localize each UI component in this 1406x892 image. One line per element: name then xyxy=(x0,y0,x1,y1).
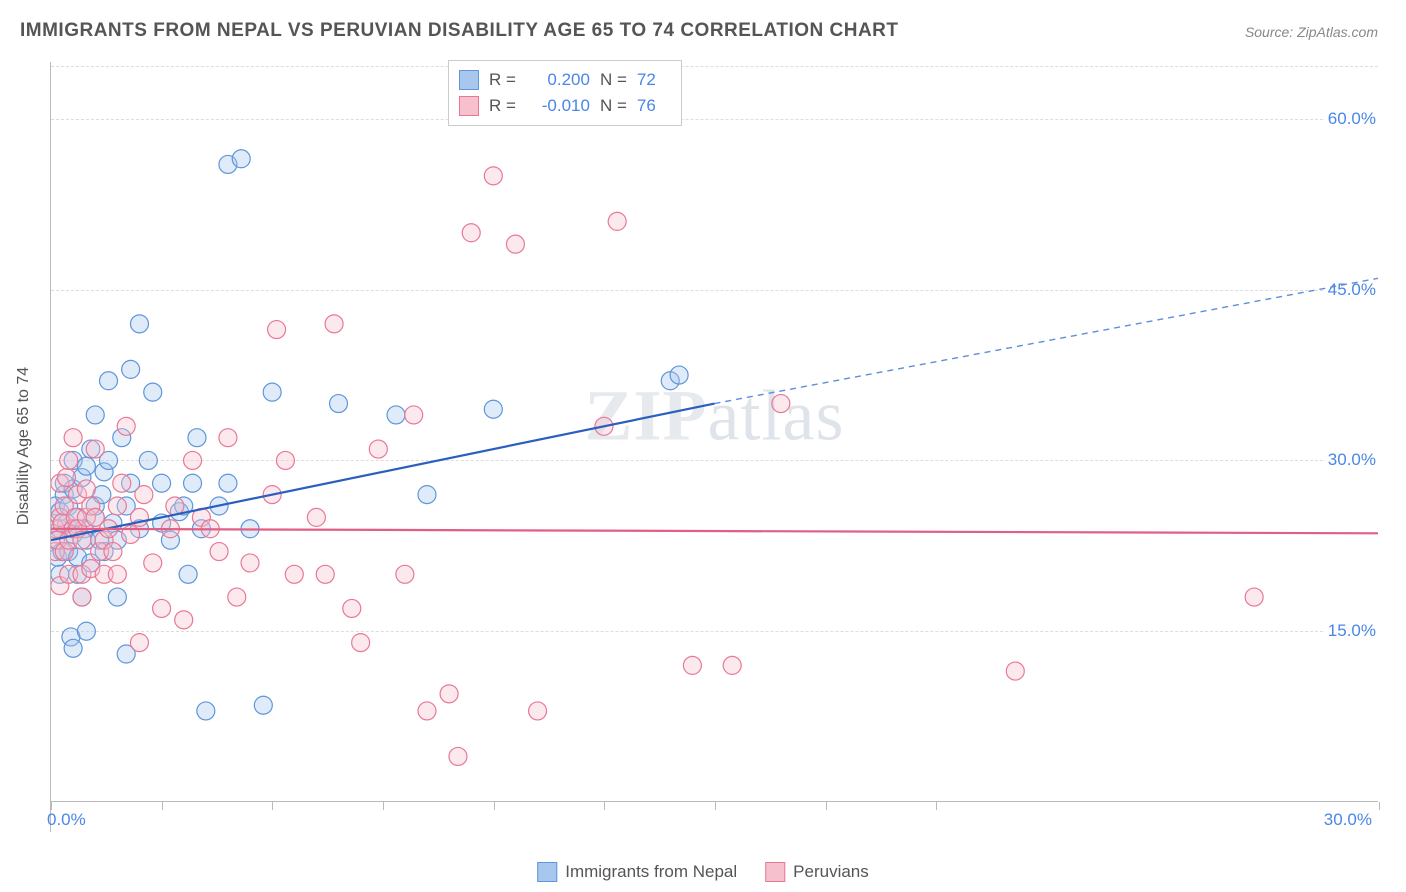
swatch-nepal-icon xyxy=(537,862,557,882)
data-point-nepal xyxy=(100,372,118,390)
data-point-nepal xyxy=(144,383,162,401)
data-point-peruvian xyxy=(210,543,228,561)
data-point-nepal xyxy=(139,451,157,469)
data-point-peruvian xyxy=(135,486,153,504)
data-point-peruvian xyxy=(683,656,701,674)
data-point-peruvian xyxy=(268,321,286,339)
data-point-peruvian xyxy=(772,395,790,413)
data-point-peruvian xyxy=(104,543,122,561)
data-point-peruvian xyxy=(228,588,246,606)
data-point-peruvian xyxy=(396,565,414,583)
data-point-peruvian xyxy=(144,554,162,572)
data-point-peruvian xyxy=(462,224,480,242)
data-point-nepal xyxy=(219,474,237,492)
legend-item-peruvian: Peruvians xyxy=(765,862,869,882)
data-point-peruvian xyxy=(343,599,361,617)
x-tick xyxy=(1379,802,1380,810)
data-point-nepal xyxy=(64,639,82,657)
data-point-peruvian xyxy=(117,417,135,435)
legend-stats: R = 0.200 N = 72 R = -0.010 N = 76 xyxy=(448,60,682,126)
legend-stats-row-nepal: R = 0.200 N = 72 xyxy=(459,67,667,93)
data-point-peruvian xyxy=(130,634,148,652)
data-point-peruvian xyxy=(307,508,325,526)
data-point-peruvian xyxy=(175,611,193,629)
data-point-nepal xyxy=(418,486,436,504)
regression-line xyxy=(715,278,1379,403)
data-point-peruvian xyxy=(108,497,126,515)
n-value-nepal: 72 xyxy=(637,67,667,93)
data-point-peruvian xyxy=(276,451,294,469)
data-point-peruvian xyxy=(73,588,91,606)
plot-area: ZIPatlas 15.0%30.0%45.0%60.0% 0.0% 30.0% xyxy=(50,62,1378,832)
data-point-peruvian xyxy=(153,599,171,617)
swatch-peruvian-icon xyxy=(765,862,785,882)
data-point-peruvian xyxy=(723,656,741,674)
data-point-peruvian xyxy=(449,747,467,765)
data-point-nepal xyxy=(130,315,148,333)
n-label: N = xyxy=(600,67,627,93)
data-point-peruvian xyxy=(440,685,458,703)
data-point-peruvian xyxy=(369,440,387,458)
data-point-peruvian xyxy=(86,440,104,458)
legend-label-nepal: Immigrants from Nepal xyxy=(565,862,737,882)
r-value-peruvian: -0.010 xyxy=(526,93,590,119)
legend-item-nepal: Immigrants from Nepal xyxy=(537,862,737,882)
data-point-nepal xyxy=(108,588,126,606)
r-label: R = xyxy=(489,67,516,93)
data-point-peruvian xyxy=(506,235,524,253)
data-point-peruvian xyxy=(64,429,82,447)
data-point-peruvian xyxy=(57,469,75,487)
data-point-peruvian xyxy=(325,315,343,333)
data-point-peruvian xyxy=(418,702,436,720)
data-point-peruvian xyxy=(352,634,370,652)
data-point-nepal xyxy=(197,702,215,720)
data-point-nepal xyxy=(484,400,502,418)
data-point-peruvian xyxy=(529,702,547,720)
data-point-peruvian xyxy=(77,480,95,498)
source-credit: Source: ZipAtlas.com xyxy=(1245,24,1378,40)
data-point-nepal xyxy=(184,474,202,492)
data-point-nepal xyxy=(670,366,688,384)
data-point-peruvian xyxy=(405,406,423,424)
legend-stats-row-peruvian: R = -0.010 N = 76 xyxy=(459,93,667,119)
data-point-peruvian xyxy=(219,429,237,447)
data-point-nepal xyxy=(263,383,281,401)
data-point-peruvian xyxy=(285,565,303,583)
data-point-peruvian xyxy=(241,554,259,572)
data-point-nepal xyxy=(77,622,95,640)
data-point-peruvian xyxy=(113,474,131,492)
data-point-peruvian xyxy=(608,212,626,230)
data-point-nepal xyxy=(387,406,405,424)
y-axis-label: Disability Age 65 to 74 xyxy=(15,367,33,525)
legend-series: Immigrants from Nepal Peruvians xyxy=(537,862,869,882)
r-label: R = xyxy=(489,93,516,119)
r-value-nepal: 0.200 xyxy=(526,67,590,93)
data-point-peruvian xyxy=(484,167,502,185)
data-point-nepal xyxy=(188,429,206,447)
data-point-peruvian xyxy=(108,565,126,583)
legend-label-peruvian: Peruvians xyxy=(793,862,869,882)
data-point-nepal xyxy=(153,474,171,492)
data-point-peruvian xyxy=(316,565,334,583)
regression-line xyxy=(51,404,715,541)
data-point-nepal xyxy=(179,565,197,583)
data-point-peruvian xyxy=(1006,662,1024,680)
data-point-peruvian xyxy=(1245,588,1263,606)
chart-container: IMMIGRANTS FROM NEPAL VS PERUVIAN DISABI… xyxy=(0,0,1406,892)
data-point-nepal xyxy=(232,150,250,168)
n-value-peruvian: 76 xyxy=(637,93,667,119)
data-point-nepal xyxy=(254,696,272,714)
scatter-svg xyxy=(51,62,1378,832)
data-point-peruvian xyxy=(184,451,202,469)
swatch-nepal xyxy=(459,70,479,90)
chart-title: IMMIGRANTS FROM NEPAL VS PERUVIAN DISABI… xyxy=(20,20,899,42)
data-point-nepal xyxy=(122,360,140,378)
data-point-nepal xyxy=(330,395,348,413)
swatch-peruvian xyxy=(459,96,479,116)
data-point-peruvian xyxy=(60,451,78,469)
n-label: N = xyxy=(600,93,627,119)
data-point-nepal xyxy=(86,406,104,424)
data-point-nepal xyxy=(77,457,95,475)
